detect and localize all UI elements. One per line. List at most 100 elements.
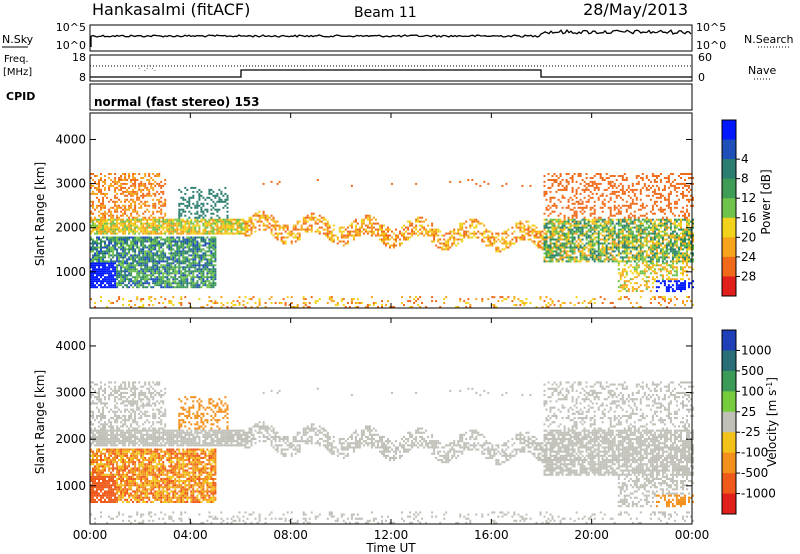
heatmap-cell	[90, 177, 92, 179]
heatmap-cell	[176, 230, 179, 233]
heatmap-cell	[126, 226, 129, 229]
heatmap-cell	[162, 268, 165, 271]
heatmap-cell	[180, 254, 183, 257]
heatmap-cell	[166, 224, 169, 227]
heatmap-cell	[621, 184, 624, 187]
heatmap-cell	[619, 276, 622, 279]
heatmap-cell	[643, 250, 646, 253]
heatmap-cell	[625, 224, 628, 227]
heatmap-cell	[545, 190, 548, 193]
heatmap-cell	[579, 230, 582, 233]
heatmap-cell	[619, 274, 622, 277]
heatmap-cell	[603, 298, 606, 301]
heatmap-cell	[543, 212, 546, 215]
heatmap-cell	[635, 240, 638, 243]
heatmap-cell	[182, 268, 185, 271]
heatmap-cell	[545, 238, 548, 241]
heatmap-cell	[122, 240, 125, 243]
heatmap-cell	[561, 188, 564, 191]
heatmap-cell	[106, 276, 109, 279]
heatmap-cell	[483, 180, 486, 183]
heatmap-cell	[577, 250, 580, 253]
heatmap-cell	[639, 226, 642, 229]
heatmap-cell	[176, 236, 179, 239]
heatmap-cell	[214, 276, 217, 279]
heatmap-cell	[196, 254, 199, 257]
heatmap-cell	[332, 234, 335, 237]
heatmap-cell	[635, 256, 638, 259]
heatmap-cell	[282, 236, 285, 239]
heatmap-cell	[308, 224, 311, 227]
heatmap-cell	[591, 250, 594, 253]
heatmap-cell	[150, 258, 153, 261]
heatmap-cell	[641, 244, 644, 247]
heatmap-cell	[102, 198, 104, 201]
heatmap-cell	[641, 186, 644, 189]
heatmap-cell	[559, 238, 562, 241]
heatmap-cell	[571, 234, 574, 237]
heatmap-cell	[210, 226, 213, 229]
heatmap-cell	[326, 230, 329, 233]
heatmap-cell	[601, 250, 604, 253]
heatmap-cell	[110, 286, 113, 289]
heatmap-cell	[104, 232, 106, 235]
heatmap-cell	[158, 216, 161, 219]
heatmap-cell	[190, 232, 193, 235]
heatmap-cell	[619, 284, 622, 287]
heatmap-cell	[415, 182, 418, 185]
heatmap-cell	[166, 218, 169, 221]
heatmap-cell	[150, 276, 153, 279]
heatmap-cell	[655, 250, 658, 253]
heatmap-cell	[577, 202, 580, 205]
heatmap-cell	[124, 220, 127, 223]
heatmap-cell	[649, 266, 652, 269]
heatmap-cell	[501, 300, 504, 303]
heatmap-cell	[126, 218, 129, 221]
heatmap-cell	[174, 268, 177, 271]
heatmap-cell	[314, 300, 317, 303]
heatmap-cell	[202, 238, 205, 241]
heatmap-cell	[108, 262, 111, 265]
heatmap-cell	[136, 242, 139, 245]
heatmap-cell	[583, 258, 586, 261]
heatmap-cell	[637, 240, 640, 243]
heatmap-cell	[625, 246, 628, 249]
heatmap-cell	[603, 224, 606, 227]
heatmap-cell	[210, 212, 213, 215]
heatmap-cell	[148, 282, 151, 285]
heatmap-cell	[132, 179, 135, 181]
heatmap-cell	[116, 254, 119, 257]
heatmap-cell	[204, 238, 207, 241]
heatmap-cell	[128, 208, 131, 211]
heatmap-cell	[140, 278, 143, 281]
heatmap-cell	[176, 282, 179, 285]
heatmap-cell	[603, 242, 606, 245]
heatmap-cell	[645, 240, 648, 243]
heatmap-cell	[585, 188, 588, 191]
heatmap-cell	[124, 179, 127, 181]
heatmap-cell	[186, 246, 189, 249]
heatmap-cell	[108, 200, 111, 203]
heatmap-cell	[166, 264, 169, 267]
heatmap-cell	[593, 256, 596, 259]
heatmap-cell	[621, 236, 624, 239]
heatmap-cell	[156, 220, 159, 223]
heatmap-cell	[132, 280, 135, 283]
heatmap-cell	[100, 276, 102, 279]
heatmap-cell	[617, 220, 620, 223]
heatmap-cell	[641, 252, 644, 255]
heatmap-cell	[200, 190, 203, 193]
heatmap-cell	[445, 244, 448, 247]
heatmap-cell	[122, 264, 125, 267]
heatmap-cell	[132, 258, 135, 261]
heatmap-cell	[250, 216, 253, 219]
heatmap-cell	[565, 220, 568, 223]
heatmap-cell	[174, 278, 177, 281]
heatmap-cell	[629, 302, 632, 304]
heatmap-cell	[405, 230, 407, 233]
heatmap-cell	[110, 220, 113, 223]
heatmap-cell	[188, 302, 191, 304]
heatmap-cell	[354, 224, 357, 227]
heatmap-cell	[427, 224, 430, 227]
heatmap-cell	[605, 246, 608, 249]
